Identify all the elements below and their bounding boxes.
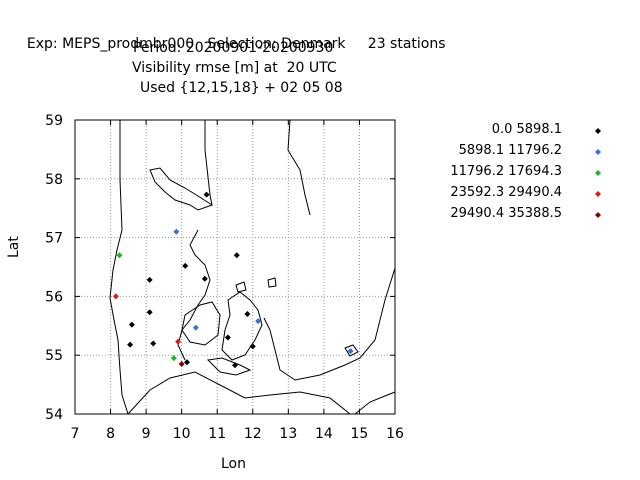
x-tick-label: 15 [351,426,369,442]
chart-title: Visibility rmse [m] at 20 UTC [132,60,337,76]
station-point [249,343,256,350]
station-point [203,191,210,198]
legend-entry-label: 11796.2 17694.3 [450,164,562,179]
x-tick-label: 8 [106,426,115,442]
station-point [146,309,153,316]
y-tick-label: 57 [45,231,63,247]
station-point [255,318,262,325]
y-tick-label: 58 [45,172,63,188]
y-axis-label: Lat [6,236,22,258]
grid-lines [75,120,395,414]
station-point [184,359,190,366]
station-point [112,293,119,300]
selection-label: Selection: Denmark [207,36,346,52]
station-point [201,275,208,282]
legend-entry-marker [595,128,601,134]
station-point [116,252,123,259]
legend-entry-marker [595,191,601,197]
station-point [192,324,199,331]
station-point [178,361,185,368]
x-tick-label: 14 [315,426,333,442]
legend-entry-marker [595,149,601,155]
station-point [170,355,177,362]
legend-entry-label: 0.0 5898.1 [491,122,562,137]
station-point [127,341,134,348]
station-point [233,252,240,259]
station-point [146,276,153,283]
legend-entry-label: 23592.3 29490.4 [450,185,562,200]
used-forecasts-label: Used {12,15,18} + 02 05 08 [140,80,343,96]
station-point [347,348,354,355]
x-tick-label: 10 [173,426,191,442]
legend-markers [595,128,601,218]
station-point [175,338,182,345]
legend-entry-label: 29490.4 35388.5 [450,206,562,221]
y-tick-label: 55 [45,348,63,364]
x-tick-label: 12 [244,426,262,442]
plot-frame [74,119,396,415]
legend-entry-marker [595,170,601,176]
experiment-label: Exp: MEPS_prodmbr000 [26,36,195,52]
station-point [224,334,231,341]
x-tick-label: 11 [208,426,226,442]
y-tick-label: 54 [45,407,63,423]
x-axis-label: Lon [221,456,246,472]
y-tick-label: 56 [45,289,63,305]
station-point [128,321,135,328]
station-point [173,228,180,235]
coastline-map [109,119,396,415]
station-point [232,362,238,369]
x-tick-label: 9 [142,426,151,442]
station-point [244,311,251,318]
y-tick-label: 59 [45,113,63,129]
station-points [112,191,354,369]
x-tick-label: 7 [71,426,80,442]
x-tick-label: 13 [279,426,297,442]
axis-ticks: 7 8 9 10 11 12 13 14 15 16 54 55 56 57 58 59 [45,113,404,442]
period-label: Period: 20200901-20200930 [133,40,334,56]
legend-entry-label: 5898.1 11796.2 [458,143,562,158]
header-line-1: Exp: MEPS_prodmbr000 Selection: Denmark … [18,20,446,52]
x-tick-label: 16 [386,426,404,442]
station-point [150,340,157,347]
station-count: 23 stations [367,36,446,52]
station-point [182,262,189,269]
legend-entry-marker [595,212,601,218]
